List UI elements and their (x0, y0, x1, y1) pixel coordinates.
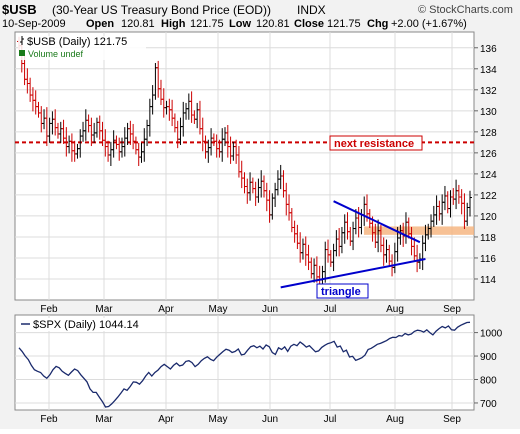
price-x-tick-label: Jun (262, 304, 278, 315)
spx-x-tick-label: Apr (158, 414, 174, 425)
price-y-tick-label: 116 (480, 254, 496, 265)
spx-gridlines (15, 315, 474, 410)
resistance-label: next resistance (334, 138, 414, 150)
spx-series-line (18, 321, 471, 408)
chg-value: +2.00 (+1.67%) (391, 18, 467, 30)
spx-x-axis: Feb Mar Apr May Jun Jul Aug Sep (40, 414, 461, 425)
volume-legend-swatch (19, 50, 25, 56)
spx-y-tick-label: 900 (480, 352, 497, 363)
price-y-tick-label: 132 (480, 86, 497, 97)
high-value: 121.75 (190, 18, 224, 30)
spx-x-tick-label: Feb (40, 414, 58, 425)
chg-label: Chg (367, 18, 388, 30)
price-legend-bg (18, 36, 146, 60)
spx-y-axis: 700 800 900 1000 (474, 329, 503, 410)
price-x-tick-label: Sep (443, 304, 461, 315)
spx-x-tick-label: Jun (262, 414, 278, 425)
price-y-tick-label: 136 (480, 44, 497, 55)
close-value: 121.75 (327, 18, 361, 30)
close-label: Close (294, 18, 324, 30)
price-legend-text: $USB (Daily) 121.75 (27, 36, 127, 48)
triangle-label: triangle (321, 286, 361, 298)
spx-y-tick-label: 1000 (480, 329, 503, 340)
price-x-tick-label: May (209, 304, 228, 315)
spx-legend-bg (18, 318, 134, 331)
price-y-tick-label: 120 (480, 212, 497, 223)
price-y-tick-label: 114 (480, 275, 496, 286)
price-x-tick-label: Mar (95, 304, 113, 315)
quote-date: 10-Sep-2009 (2, 18, 66, 30)
price-y-tick-label: 134 (480, 65, 497, 76)
symbol-title: $USB (2, 2, 37, 17)
price-x-tick-label: Jul (324, 304, 337, 315)
spx-legend-text: $SPX (Daily) 1044.14 (33, 319, 139, 331)
price-x-axis: Feb Mar Apr May Jun Jul Aug Sep (40, 304, 461, 315)
price-y-axis: 114 116 118 120 122 124 126 128 130 132 134 136 (474, 44, 497, 286)
ohlc-bar (468, 190, 472, 217)
triangle-lower-trendline (280, 258, 426, 289)
ohlc-bars (17, 36, 472, 291)
price-y-tick-label: 118 (480, 233, 496, 244)
exchange-label: INDX (297, 3, 326, 17)
open-label: Open (86, 18, 114, 30)
support-zone (364, 226, 474, 235)
spx-y-tick-label: 700 (480, 399, 497, 410)
price-panel (14, 31, 475, 301)
spx-x-tick-label: Sep (443, 414, 461, 425)
symbol-description: (30-Year US Treasury Bond Price (EOD)) (52, 3, 271, 17)
price-x-tick-label: Feb (40, 304, 58, 315)
spx-x-tick-label: Aug (386, 414, 404, 425)
spx-x-tick-label: Jul (324, 414, 337, 425)
open-value: 120.81 (121, 18, 155, 30)
price-x-tick-label: Aug (386, 304, 404, 315)
spx-x-tick-label: May (209, 414, 228, 425)
price-y-tick-label: 130 (480, 107, 497, 118)
price-y-tick-label: 124 (480, 170, 497, 181)
triangle-label-box (316, 283, 369, 299)
resistance-label-box (329, 135, 423, 151)
spx-x-tick-label: Mar (95, 414, 113, 425)
price-y-tick-label: 128 (480, 128, 497, 139)
triangle-upper-trendline (333, 200, 421, 244)
price-y-tick-label: 122 (480, 191, 497, 202)
low-value: 120.81 (256, 18, 290, 30)
volume-legend-text: Volume undef (28, 49, 84, 59)
price-y-tick-label: 126 (480, 149, 497, 160)
bar-legend-icon (20, 36, 24, 45)
high-label: High (161, 18, 186, 30)
spx-y-tick-label: 800 (480, 376, 497, 387)
copyright-text: © StockCharts.com (418, 4, 513, 16)
price-x-tick-label: Apr (158, 304, 174, 315)
low-label: Low (229, 18, 251, 30)
